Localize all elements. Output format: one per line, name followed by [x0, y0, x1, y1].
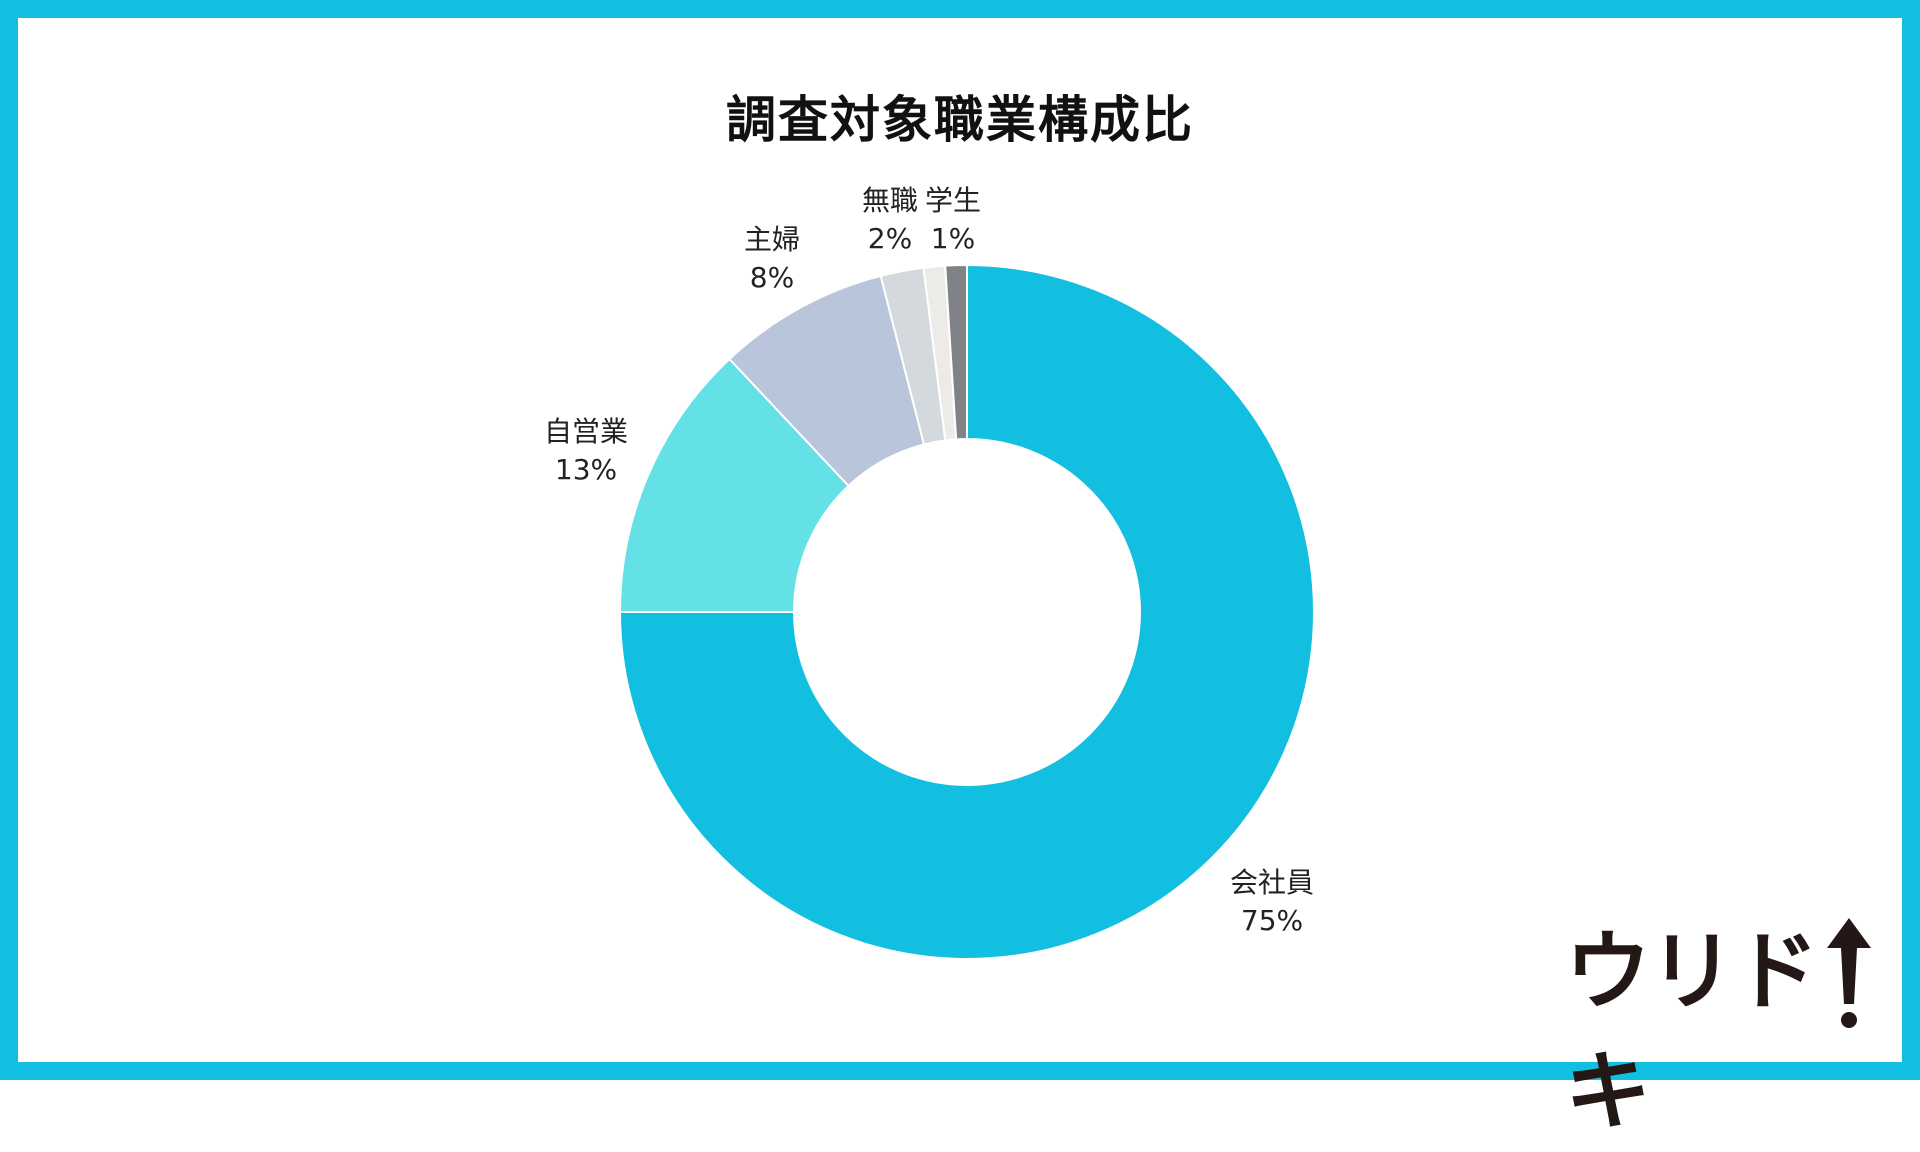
label-mushoku-name: 無職 [861, 184, 918, 217]
donut-slice-1 [618, 357, 850, 613]
label-jieigyo: 自営業 13% [526, 413, 646, 489]
label-mushoku: 無職 2% [850, 182, 930, 258]
uridoki-logo: ウリドキ [1565, 912, 1885, 1142]
label-kaishain-value: 75% [1240, 904, 1304, 937]
label-shufu: 主婦 8% [712, 221, 832, 297]
label-gakusei: 学生 1% [913, 182, 993, 258]
label-shufu-name: 主婦 [743, 223, 800, 256]
label-kaishain-name: 会社員 [1229, 866, 1314, 899]
donut-slice-0 [618, 263, 1315, 960]
label-kaishain: 会社員 75% [1212, 864, 1332, 940]
label-mushoku-value: 2% [867, 222, 913, 255]
label-shufu-value: 8% [749, 261, 795, 294]
chart-title: 調査対象職業構成比 [726, 91, 1194, 149]
donut-chart [618, 263, 1315, 960]
label-jieigyo-value: 13% [554, 453, 618, 486]
donut-slice-5 [944, 263, 968, 441]
up-arrow-icon [1827, 918, 1871, 1028]
label-jieigyo-name: 自営業 [543, 415, 628, 448]
label-gakusei-value: 1% [930, 222, 976, 255]
label-gakusei-name: 学生 [924, 184, 981, 217]
